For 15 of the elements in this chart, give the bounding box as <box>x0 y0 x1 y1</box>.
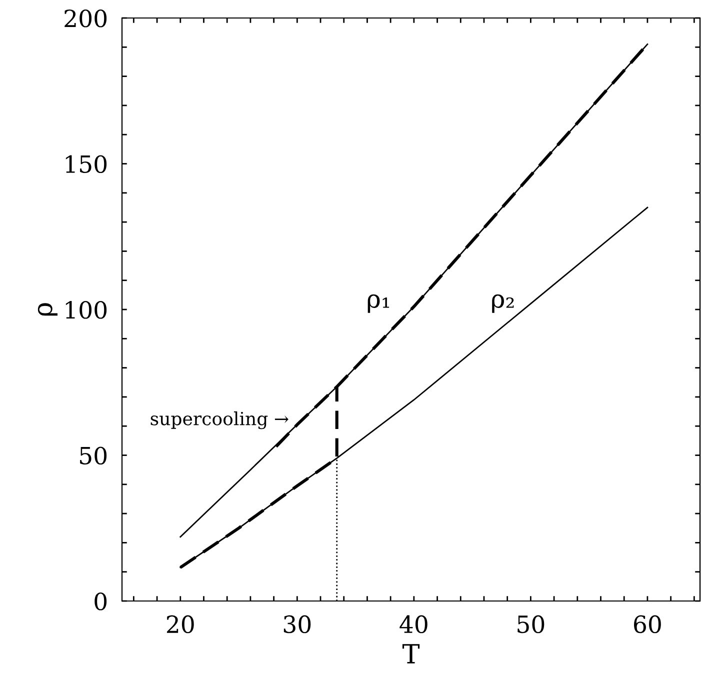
x-tick-label: 60 <box>634 615 661 634</box>
annotation: supercooling → <box>150 411 288 430</box>
y-tick-label: 200 <box>64 9 107 28</box>
annotation: ρ₁ <box>368 294 390 313</box>
y-tick-label: 50 <box>80 446 107 465</box>
y-tick-label: 100 <box>66 300 107 319</box>
annotation: ρ₂ <box>492 294 514 313</box>
x-axis-title: T <box>402 644 420 664</box>
x-tick-label: 50 <box>518 615 544 634</box>
x-tick-label: 20 <box>166 615 194 634</box>
x-tick-label: 40 <box>400 615 428 634</box>
y-tick-label: 0 <box>94 592 107 610</box>
y-tick-label: 150 <box>66 155 107 174</box>
y-axis-title: ρ <box>38 303 58 316</box>
x-tick-label: 30 <box>284 615 311 634</box>
